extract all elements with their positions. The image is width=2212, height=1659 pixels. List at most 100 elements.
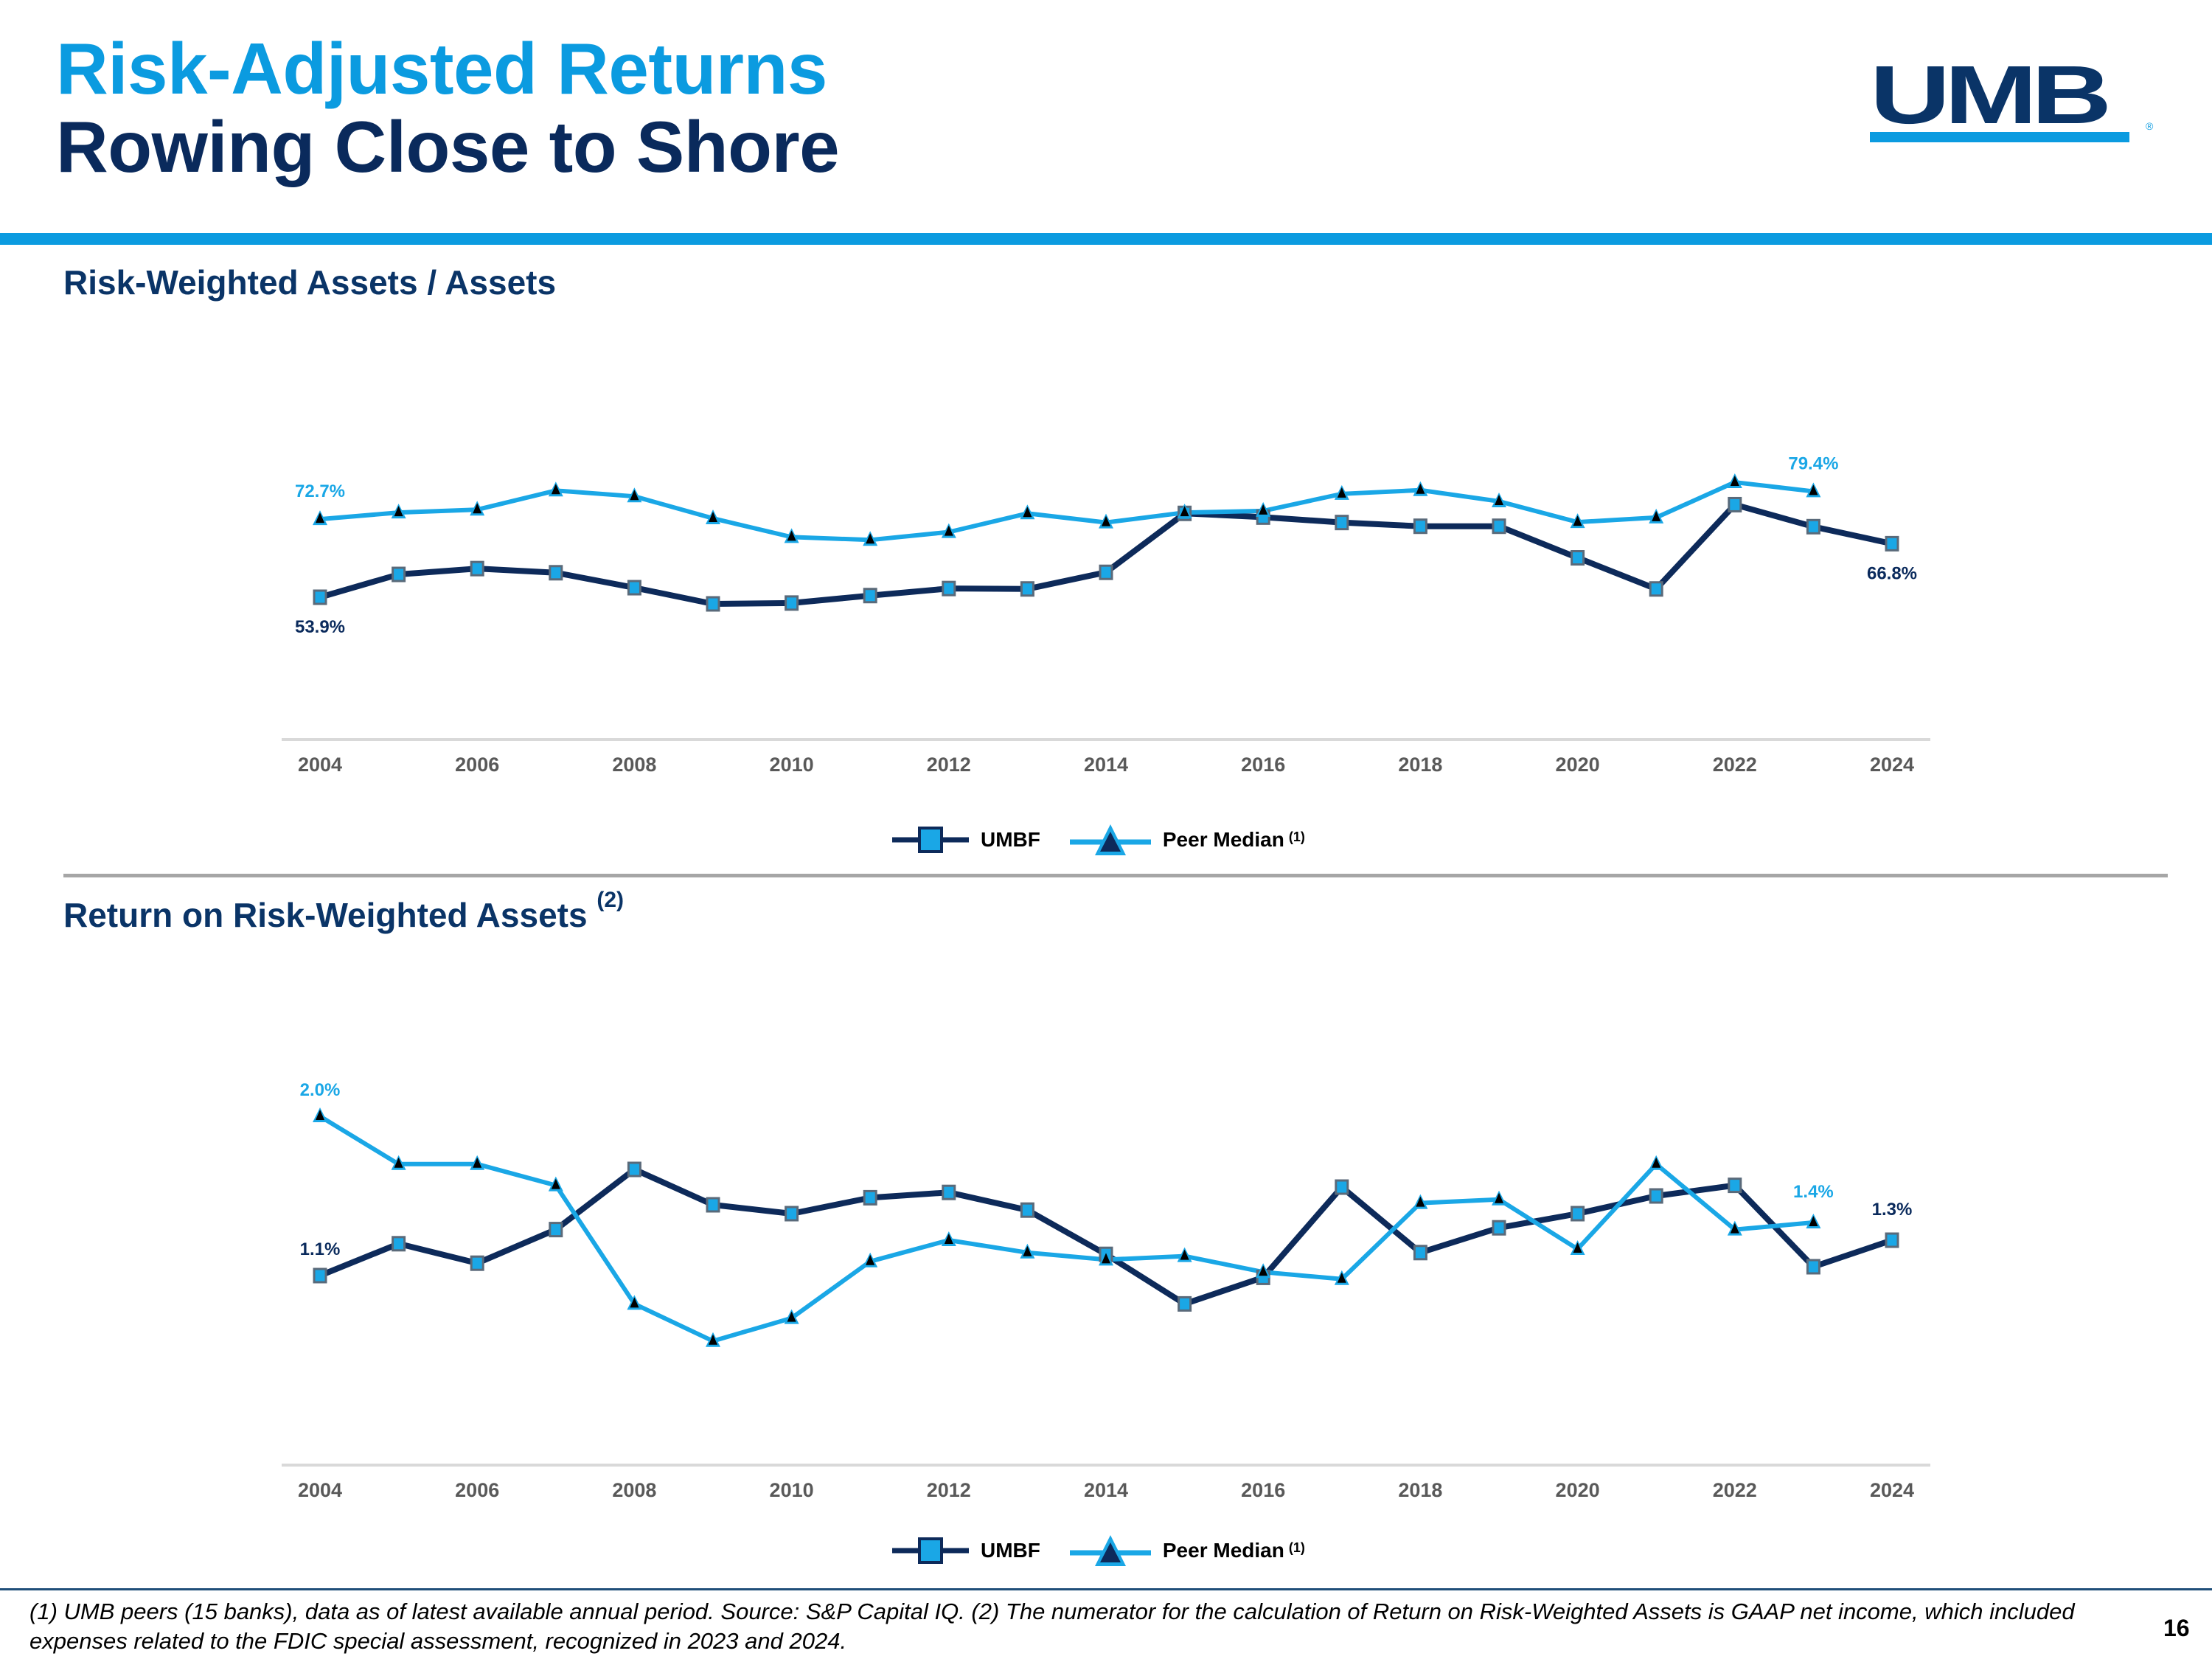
peer-point-2005 [391,504,406,519]
umbf-point-2009 [706,1197,720,1213]
data-label: 53.9% [295,617,345,637]
x-tick-label: 2014 [1084,1479,1128,1501]
triangle-marker-icon [1069,824,1151,855]
triangle-marker-core [316,1110,324,1120]
chart-rwa-assets: 2004 2006 2008 2010 2012 2014 2016 2018 2020 2022… [282,453,1930,776]
peer-point-2016 [1256,501,1271,517]
umbf-point-2008 [627,580,641,596]
peer-point-2014 [1099,513,1113,529]
x-tick-label: 2008 [612,754,656,776]
umbf-point-2021 [1649,581,1663,597]
x-tick-label: 2016 [1241,1479,1285,1501]
peer-point-2007 [548,1176,563,1192]
umbf-point-2011 [863,588,877,604]
legend-label-umbf: UMBF [981,828,1040,851]
legend-label-peer: Peer Median [1162,1539,1284,1562]
triangle-marker-core [944,525,953,536]
data-label: 66.8% [1867,563,1917,583]
logo-wordmark: UMB [1870,49,2112,141]
umbf-point-2023 [1806,518,1820,535]
square-marker-icon [892,827,969,853]
triangle-marker-core [787,530,796,541]
peer-point-2018 [1413,481,1428,496]
section-title-rwa-assets: Risk-Weighted Assets / Assets [63,262,556,302]
legend-item-peer: Peer Median (1) [1069,821,1305,858]
peer-point-2022 [1727,473,1742,489]
peer-point-2010 [784,528,799,543]
triangle-marker-core [1102,515,1110,526]
peer-point-2019 [1492,1190,1506,1206]
header-divider [0,233,2212,245]
peer-point-2017 [1334,1270,1349,1285]
umbf-point-2006 [470,1255,484,1271]
umbf-point-2004 [313,589,327,605]
triangle-marker-core [1730,1222,1739,1234]
umbf-point-2006 [470,560,484,577]
x-tick-label: 2004 [298,754,342,776]
triangle-marker-core [1180,506,1189,517]
peer-point-2008 [627,1295,642,1310]
umbf-point-2010 [785,1206,799,1222]
peer-point-2005 [391,1155,406,1170]
peer-median-series-line [319,480,1814,543]
triangle-marker-core [1652,510,1661,521]
legend-chart-2: UMBF Peer Median (1) [892,1532,1335,1569]
peer-point-2021 [1649,1155,1664,1170]
peer-point-2012 [941,1231,956,1246]
triangle-marker-core [1259,504,1268,515]
triangle-marker-icon [1069,1535,1151,1566]
peer-point-2023 [1806,1214,1821,1228]
triangle-marker-core [1023,1245,1032,1256]
x-tick-label: 2006 [455,754,499,776]
peer-point-2004 [313,510,327,526]
x-tick-label: 2018 [1398,1479,1442,1501]
legend-item-umbf: UMBF [892,824,1040,856]
triangle-marker-core [944,1234,953,1244]
section-divider [63,874,2168,877]
umbf-point-2013 [1020,581,1034,597]
peer-point-2017 [1334,484,1349,500]
triangle-marker-core [1023,507,1032,518]
peer-point-2013 [1020,1243,1035,1259]
umbf-point-2007 [549,565,563,581]
triangle-marker-core [787,1311,796,1322]
page-number: 16 [2163,1615,2190,1641]
umb-logo: UMB ® [1870,54,2153,144]
peer-point-2011 [863,1252,878,1267]
peer-point-2019 [1492,492,1506,507]
triangle-marker-core [1337,1272,1346,1283]
data-label: 1.3% [1872,1200,1913,1220]
umbf-point-2020 [1571,550,1585,566]
triangle-marker-core [1809,484,1818,495]
peer-point-2018 [1413,1194,1428,1209]
peer-median-series-line [319,1114,1814,1343]
triangle-marker-core [1416,1196,1425,1207]
umbf-point-2005 [392,1236,406,1252]
triangle-marker-core [1652,1157,1661,1168]
logo-underline [1870,132,2129,142]
title-line-2: Rowing Close to Shore [56,106,840,187]
legend-footnote-ref: (1) [1288,829,1305,844]
x-tick-label: 2024 [1870,1479,1914,1501]
peer-point-2009 [706,509,720,525]
triangle-marker-core [709,512,717,523]
peer-point-2009 [706,1332,720,1347]
triangle-marker-core [473,503,482,514]
legend-footnote-ref: (1) [1288,1540,1305,1555]
peer-point-2022 [1727,1220,1742,1236]
triangle-marker-core [1416,483,1425,494]
x-tick-label: 2024 [1870,754,1914,776]
umbf-point-2012 [942,580,956,597]
section-title-return-rwa: Return on Risk-Weighted Assets (2) [63,888,624,935]
triangle-marker-core [394,1157,403,1168]
peer-point-2012 [941,523,956,538]
data-label: 72.7% [295,481,345,501]
umbf-point-2005 [392,566,406,582]
x-tick-label: 2010 [770,754,814,776]
triangle-marker-core [1495,494,1503,505]
triangle-marker-core [709,1334,717,1345]
section-footnote-ref: (2) [597,888,625,912]
footer-divider [0,1588,2212,1590]
triangle-marker-core [1730,476,1739,487]
legend-label-umbf: UMBF [981,1539,1040,1562]
